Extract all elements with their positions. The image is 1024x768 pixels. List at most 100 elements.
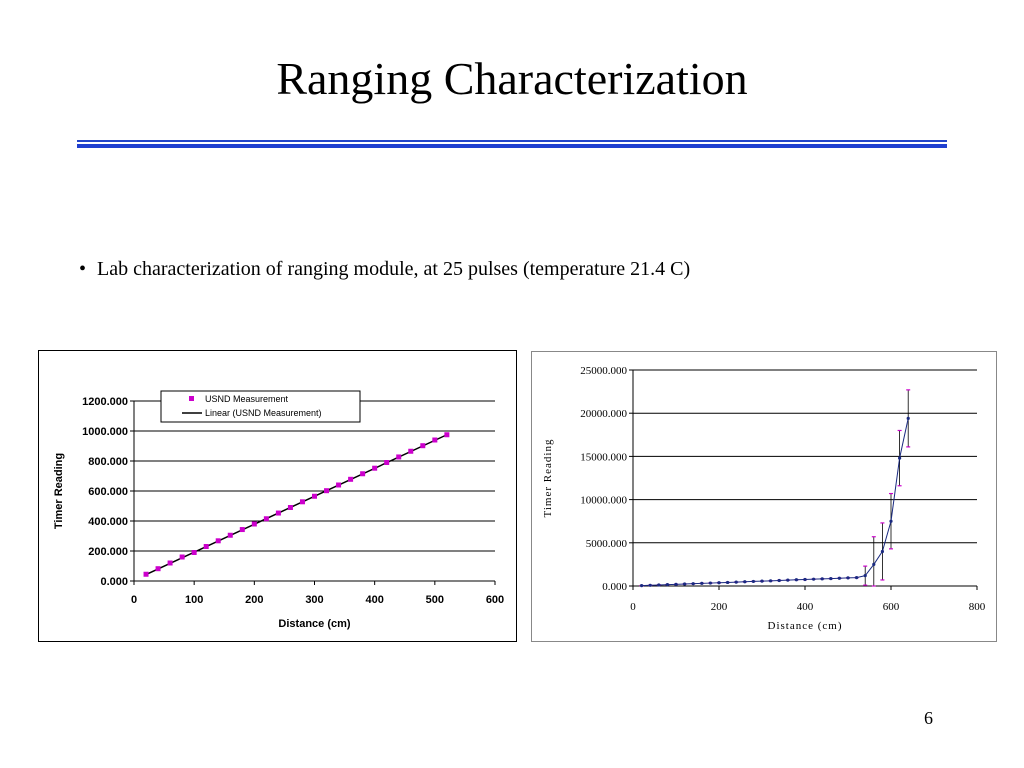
- data-point: [179, 554, 185, 560]
- x-tick-label: 400: [365, 594, 383, 606]
- data-point: [287, 505, 293, 510]
- data-point: [803, 577, 807, 582]
- bullet-dot-icon: •: [79, 258, 87, 280]
- data-point: [336, 482, 342, 488]
- data-point: [734, 580, 738, 584]
- data-point: [408, 448, 414, 454]
- data-point: [855, 576, 859, 580]
- y-tick-label: 25000.000: [580, 365, 627, 377]
- data-point: [251, 521, 257, 527]
- data-point: [794, 578, 798, 582]
- x-tick-label: 600: [883, 601, 900, 613]
- data-point: [674, 582, 678, 586]
- data-point: [889, 519, 893, 523]
- legend-label-linear: Linear (USND Measurement): [205, 408, 322, 418]
- y-axis-label: Timer Reading: [53, 453, 65, 529]
- data-point: [348, 476, 354, 482]
- x-tick-label: 400: [797, 601, 814, 613]
- linear-chart: 0.000 200.000 400.000 600.000 800.000 1000.00…: [38, 350, 517, 642]
- data-point: [683, 582, 687, 586]
- data-point: [299, 499, 305, 505]
- x-tick-label: 200: [711, 601, 728, 613]
- data-point: [726, 580, 730, 585]
- data-point: [717, 581, 721, 585]
- x-tick-label: 0: [131, 594, 137, 606]
- bullet-text: Lab characterization of ranging module, …: [97, 258, 691, 280]
- x-axis-label: Distance (cm): [278, 618, 350, 630]
- y-tick-label: 400.000: [88, 516, 128, 528]
- data-point: [143, 571, 149, 577]
- x-tick-label: 200: [245, 594, 263, 606]
- data-point: [396, 454, 402, 460]
- data-point: [263, 516, 269, 522]
- data-point: [191, 550, 197, 555]
- data-point: [743, 580, 747, 584]
- y-tick-label: 10000.000: [580, 495, 627, 507]
- data-point: [239, 527, 245, 533]
- data-point: [812, 577, 816, 581]
- data-point: [155, 566, 161, 572]
- data-point: [708, 581, 712, 585]
- data-point: [906, 416, 910, 420]
- data-point: [829, 576, 833, 581]
- data-point: [360, 471, 366, 477]
- error-bar-chart: 0.000 5000.000 10000.000 15000.000 20000.000…: [531, 351, 997, 642]
- y-tick-label: 0.000: [602, 581, 627, 593]
- data-point: [837, 576, 841, 580]
- data-point: [786, 578, 790, 582]
- data-point: [648, 583, 652, 587]
- bullet-item: • Lab characterization of ranging module,…: [79, 258, 690, 281]
- x-tick-label: 300: [305, 594, 323, 606]
- x-tick-label: 500: [426, 594, 444, 606]
- x-tick-label: 800: [969, 601, 986, 613]
- data-point: [372, 465, 378, 471]
- data-point: [215, 538, 221, 544]
- data-point: [691, 582, 695, 586]
- data-point: [227, 532, 233, 538]
- data-point: [275, 510, 281, 516]
- data-point: [665, 583, 669, 587]
- title-rule-thick: [77, 144, 947, 148]
- data-point: [846, 576, 850, 580]
- data-point: [432, 437, 438, 443]
- data-point: [203, 544, 209, 549]
- y-tick-label: 20000.000: [580, 408, 627, 420]
- data-point: [880, 549, 884, 554]
- y-tick-label: 5000.000: [586, 538, 628, 550]
- slide-title: Ranging Characterization: [276, 53, 748, 104]
- data-point: [820, 577, 824, 581]
- data-point: [324, 488, 330, 494]
- data-point: [420, 443, 426, 449]
- data-point: [640, 584, 644, 588]
- data-point: [863, 574, 867, 578]
- data-point: [872, 562, 876, 566]
- x-tick-label: 600: [486, 594, 504, 606]
- x-axis-label: Distance (cm): [768, 620, 843, 632]
- data-point: [777, 578, 781, 583]
- y-tick-label: 0.000: [100, 576, 128, 588]
- y-tick-label: 800.000: [88, 456, 128, 468]
- x-tick-label: 0: [630, 601, 636, 613]
- data-point: [769, 579, 773, 583]
- y-tick-label: 1200.000: [82, 396, 128, 408]
- legend-label-usnd: USND Measurement: [205, 394, 289, 404]
- data-point: [700, 581, 704, 585]
- x-tick-label: 100: [185, 594, 203, 606]
- chart-frame: [531, 351, 997, 642]
- y-tick-label: 600.000: [88, 486, 128, 498]
- data-point: [167, 560, 173, 566]
- legend-marker-usnd: [189, 396, 194, 401]
- data-point: [444, 432, 450, 438]
- data-point: [312, 493, 317, 499]
- title-rule-thin: [77, 140, 947, 142]
- y-tick-label: 15000.000: [580, 451, 627, 463]
- data-point: [898, 456, 902, 460]
- data-point: [657, 583, 661, 587]
- y-axis-label: Timer Reading: [542, 439, 554, 518]
- data-point: [751, 579, 755, 584]
- page-number: 6: [924, 708, 933, 728]
- data-point: [760, 579, 764, 583]
- legend-box: [160, 390, 361, 423]
- data-point: [384, 460, 390, 465]
- y-tick-label: 1000.000: [82, 426, 128, 438]
